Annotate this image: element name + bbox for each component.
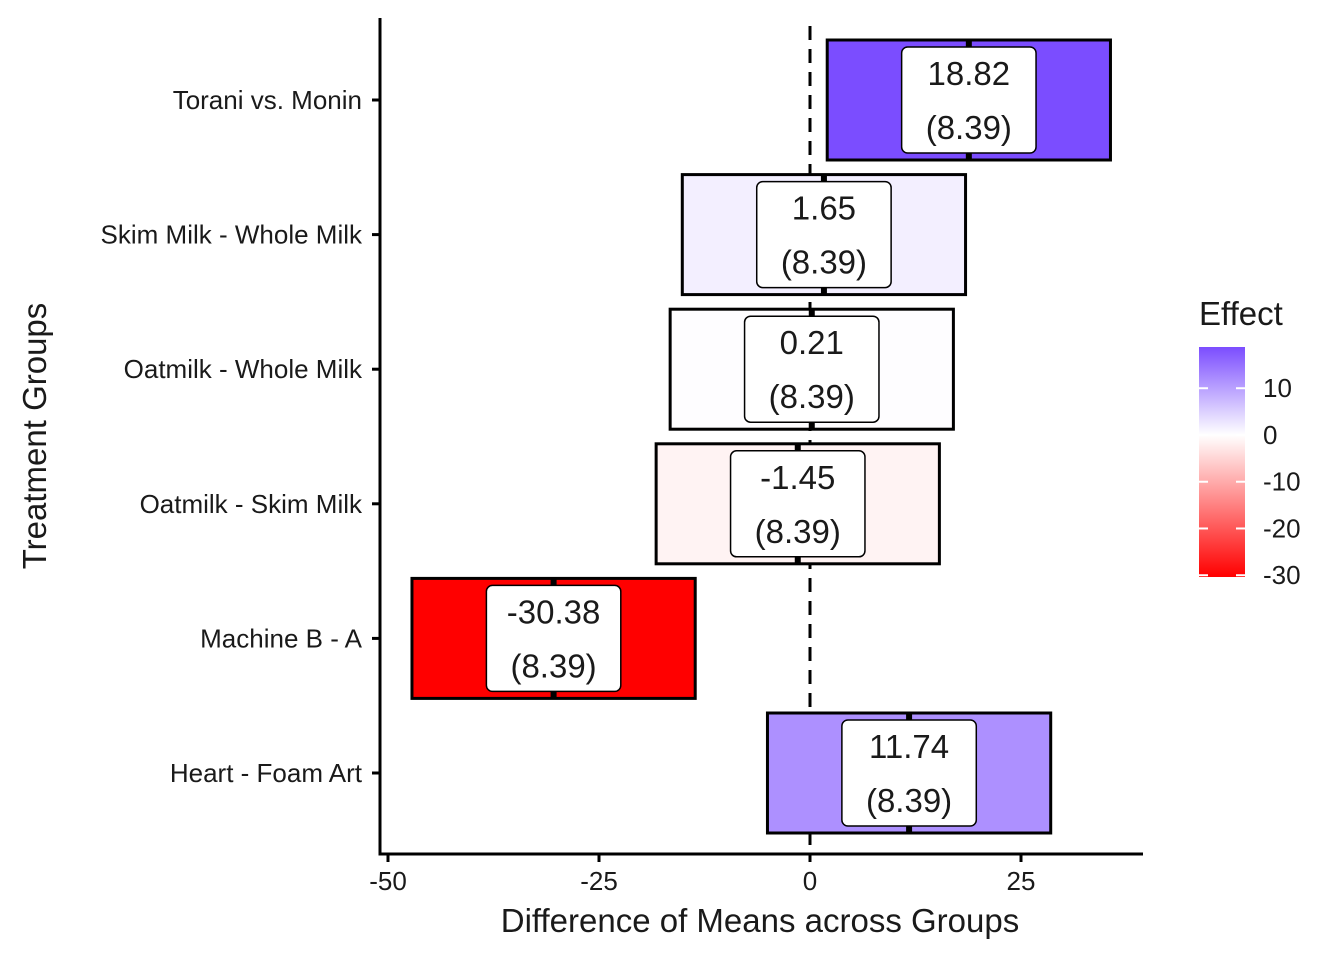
std-error-label: (8.39) xyxy=(866,782,952,819)
estimate-value-label: 11.74 xyxy=(869,728,949,765)
axes: Torani vs. Monin Skim Milk - Whole Milk Oa… xyxy=(101,18,1143,896)
estimate-label-box xyxy=(841,719,978,827)
std-error-label: (8.39) xyxy=(926,109,1012,146)
x-tick-label: -25 xyxy=(580,866,618,896)
legend-label: -30 xyxy=(1263,560,1301,590)
x-tick-label: -50 xyxy=(369,866,407,896)
estimate-value-label: 0.21 xyxy=(780,324,844,361)
std-error-label: (8.39) xyxy=(755,513,841,550)
color-legend: Effect 10 0 -10 -20 -30 xyxy=(1199,295,1301,590)
x-axis-title: Difference of Means across Groups xyxy=(501,902,1019,939)
std-error-label: (8.39) xyxy=(769,378,855,415)
std-error-label: (8.39) xyxy=(510,647,596,684)
legend-label: 10 xyxy=(1263,373,1292,403)
estimate-value-label: -1.45 xyxy=(760,459,835,496)
legend-label: 0 xyxy=(1263,420,1277,450)
estimate-value-label: 1.65 xyxy=(792,190,856,227)
legend-label: -20 xyxy=(1263,513,1301,543)
legend-label: -10 xyxy=(1263,467,1301,497)
estimate-value-label: 18.82 xyxy=(928,55,1011,92)
legend-colorbar xyxy=(1199,347,1245,577)
y-tick-label: Machine B - A xyxy=(200,623,363,653)
estimate-label-box xyxy=(729,450,866,558)
plot-area: 18.82 (8.39) 1.65 (8.39) 0.21 (8.39) -1.45 (8.3… xyxy=(410,26,1112,848)
y-tick-label: Oatmilk - Skim Milk xyxy=(140,489,363,519)
std-error-label: (8.39) xyxy=(781,244,867,281)
x-tick-label: 25 xyxy=(1007,866,1036,896)
x-tick-label: 0 xyxy=(803,866,817,896)
y-tick-label: Skim Milk - Whole Milk xyxy=(101,220,363,250)
y-tick-label: Oatmilk - Whole Milk xyxy=(124,354,363,384)
estimate-label-box xyxy=(900,46,1037,154)
estimate-value-label: -30.38 xyxy=(507,593,601,630)
estimate-label-box xyxy=(755,180,892,289)
legend-title: Effect xyxy=(1199,295,1283,332)
y-axis-title: Treatment Groups xyxy=(16,303,53,570)
estimate-label-box xyxy=(743,315,880,423)
estimate-label-box xyxy=(485,584,622,693)
y-tick-label: Heart - Foam Art xyxy=(170,758,363,788)
y-tick-label: Torani vs. Monin xyxy=(173,85,362,115)
